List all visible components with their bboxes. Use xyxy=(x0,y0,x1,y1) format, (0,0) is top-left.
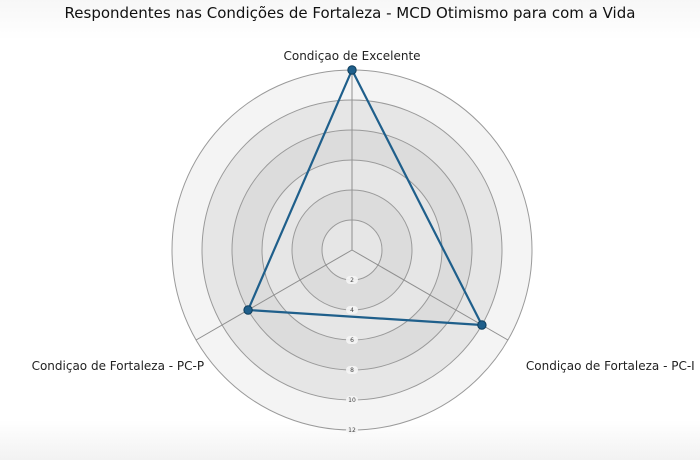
tick-label-bg xyxy=(346,306,358,314)
tick-label-bg xyxy=(346,276,358,284)
tick-label: 10 xyxy=(348,397,356,404)
radar-tick-labels: 2 4 6 8 10 12 xyxy=(346,276,358,434)
axis-label: Condiçao de Fortaleza - PC-I xyxy=(526,359,695,373)
radar-series-layer xyxy=(243,65,487,330)
tick-label: 4 xyxy=(350,307,354,314)
data-point[interactable] xyxy=(477,320,487,330)
data-point[interactable] xyxy=(243,305,253,315)
axis-label: Condiçao de Excelente xyxy=(283,49,420,63)
tick-label-bg xyxy=(346,336,358,344)
tick-label: 6 xyxy=(350,337,354,344)
axis-spoke xyxy=(195,249,353,341)
data-point[interactable] xyxy=(347,65,357,75)
radar-axis-labels: Condiçao de Excelente Condiçao de Fortale… xyxy=(32,49,695,373)
tick-label-bg xyxy=(346,396,358,404)
chart-title: Respondentes nas Condições de Fortaleza … xyxy=(64,4,636,22)
tick-label: 12 xyxy=(348,427,356,434)
tick-label-bg xyxy=(346,426,358,434)
series-line xyxy=(246,68,484,327)
axis-label: Condiçao de Fortaleza - PC-P xyxy=(32,359,205,373)
tick-label-bg xyxy=(346,366,358,374)
tick-label: 2 xyxy=(350,277,354,284)
tick-label: 8 xyxy=(350,367,354,374)
